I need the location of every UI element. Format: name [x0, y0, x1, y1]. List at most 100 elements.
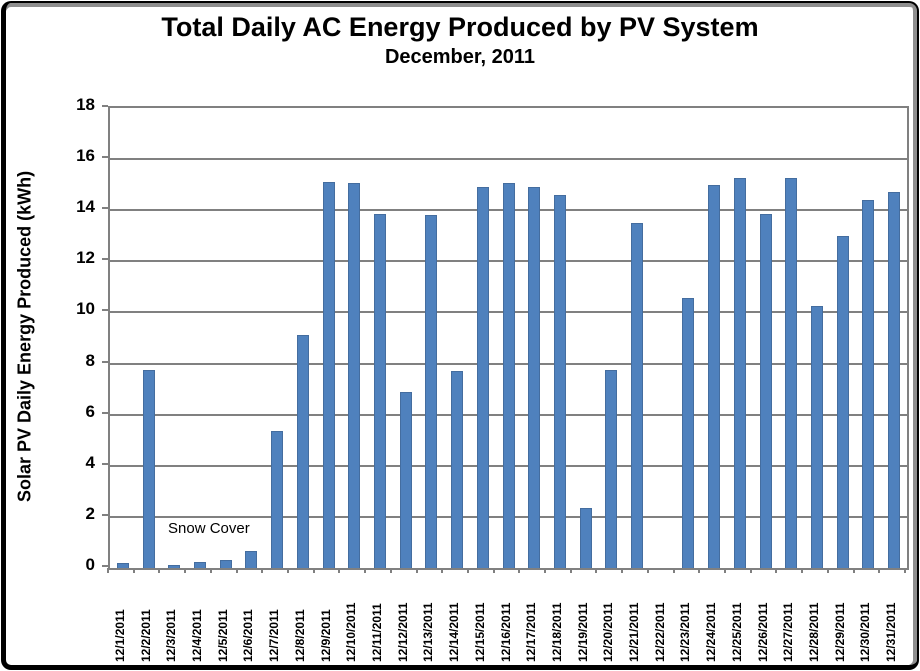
x-tick-mark: [107, 568, 109, 573]
bar: [116, 562, 129, 568]
bar: [373, 214, 386, 568]
x-tick-label: 12/15/2011: [472, 602, 487, 662]
x-tick-label: 12/29/2011: [832, 602, 847, 662]
x-tick-mark: [749, 568, 752, 573]
bar: [168, 565, 181, 568]
bar: [888, 192, 901, 568]
y-tick-label: 0: [85, 555, 95, 574]
x-tick-mark: [878, 568, 881, 573]
x-tick-mark: [286, 568, 289, 573]
bar: [579, 507, 592, 568]
x-tick-label: 12/12/2011: [395, 602, 410, 662]
bar: [399, 391, 412, 568]
y-tick-label: 10: [76, 299, 95, 319]
x-tick-label: 12/3/2011: [164, 609, 179, 662]
x-tick-mark: [441, 568, 444, 573]
bar: [271, 431, 284, 568]
y-tick-label: 12: [76, 248, 95, 268]
x-tick-mark: [775, 568, 778, 573]
y-tick-label: 18: [76, 95, 95, 114]
x-tick-mark: [261, 568, 264, 573]
x-tick-mark: [646, 568, 649, 573]
x-tick-mark: [544, 568, 547, 573]
y-tick-mark: [102, 156, 108, 159]
y-tick-mark: [102, 309, 108, 312]
x-tick-label: 12/19/2011: [575, 602, 590, 662]
y-tick-mark: [102, 565, 108, 567]
x-tick-mark: [184, 568, 187, 573]
x-tick-mark: [518, 568, 521, 573]
x-tick-mark: [724, 568, 727, 573]
x-tick-label: 12/4/2011: [189, 609, 204, 662]
x-tick-label: 12/18/2011: [549, 602, 564, 662]
x-tick-mark: [621, 568, 624, 573]
bar: [245, 551, 258, 568]
x-tick-label: 12/17/2011: [524, 602, 539, 662]
x-tick-mark: [415, 568, 418, 573]
x-tick-mark: [209, 568, 212, 573]
x-tick-label: 12/25/2011: [729, 602, 744, 662]
y-tick-label: 16: [76, 146, 95, 166]
bar: [785, 178, 798, 568]
bar: [836, 235, 849, 568]
plot-area: Snow Cover: [108, 106, 909, 570]
x-tick-label: 12/24/2011: [704, 602, 719, 662]
bar: [476, 187, 489, 568]
x-tick-mark: [389, 568, 392, 573]
bar: [425, 215, 438, 568]
bar: [605, 369, 618, 568]
x-tick-label: 12/14/2011: [447, 602, 462, 662]
x-tick-label: 12/7/2011: [267, 609, 282, 662]
bar: [811, 306, 824, 568]
x-tick-mark: [595, 568, 598, 573]
x-tick-label: 12/9/2011: [318, 609, 333, 662]
x-tick-mark: [904, 568, 906, 573]
bar: [759, 214, 772, 568]
bar: [631, 223, 644, 568]
y-tick-mark: [102, 513, 108, 516]
x-tick-mark: [826, 568, 829, 573]
x-tick-mark: [158, 568, 161, 573]
y-tick-mark: [102, 207, 108, 210]
x-tick-label: 12/8/2011: [292, 609, 307, 662]
x-tick-mark: [569, 568, 572, 573]
x-tick-mark: [698, 568, 701, 573]
bar: [682, 298, 695, 568]
bar: [219, 560, 232, 568]
y-tick-label: 14: [76, 197, 95, 217]
x-tick-label: 12/21/2011: [627, 602, 642, 662]
bar: [142, 369, 155, 568]
x-tick-mark: [312, 568, 315, 573]
chart-title: Total Daily AC Energy Produced by PV Sys…: [161, 12, 759, 42]
bar: [733, 178, 746, 568]
x-tick-label: 12/26/2011: [755, 602, 770, 662]
bar: [528, 187, 541, 568]
x-tick-label: 12/11/2011: [369, 603, 384, 662]
bar: [862, 200, 875, 568]
x-tick-label: 12/6/2011: [241, 609, 256, 662]
chart-subtitle: December, 2011: [384, 46, 536, 68]
x-tick-label: 12/2/2011: [138, 609, 153, 662]
x-tick-label: 12/1/2011: [112, 609, 127, 662]
x-tick-label: 12/20/2011: [601, 602, 616, 662]
x-tick-mark: [235, 568, 238, 573]
x-tick-mark: [338, 568, 341, 573]
bar: [502, 183, 515, 568]
x-tick-mark: [852, 568, 855, 573]
bar: [708, 184, 721, 568]
annotation-snow-cover: Snow Cover: [168, 520, 250, 537]
x-tick-label: 12/5/2011: [215, 609, 230, 662]
x-tick-label: 12/30/2011: [858, 602, 873, 662]
x-tick-label: 12/28/2011: [807, 602, 822, 662]
y-tick-mark: [102, 411, 108, 414]
y-tick-mark: [102, 462, 108, 465]
y-tick-mark: [102, 258, 108, 261]
x-tick-mark: [801, 568, 804, 573]
bar: [348, 183, 361, 568]
x-tick-label: 12/31/2011: [884, 602, 899, 662]
x-tick-label: 12/23/2011: [678, 602, 693, 662]
x-tick-label: 12/13/2011: [421, 602, 436, 662]
y-tick-label: 6: [85, 401, 95, 421]
x-tick-mark: [132, 568, 135, 573]
